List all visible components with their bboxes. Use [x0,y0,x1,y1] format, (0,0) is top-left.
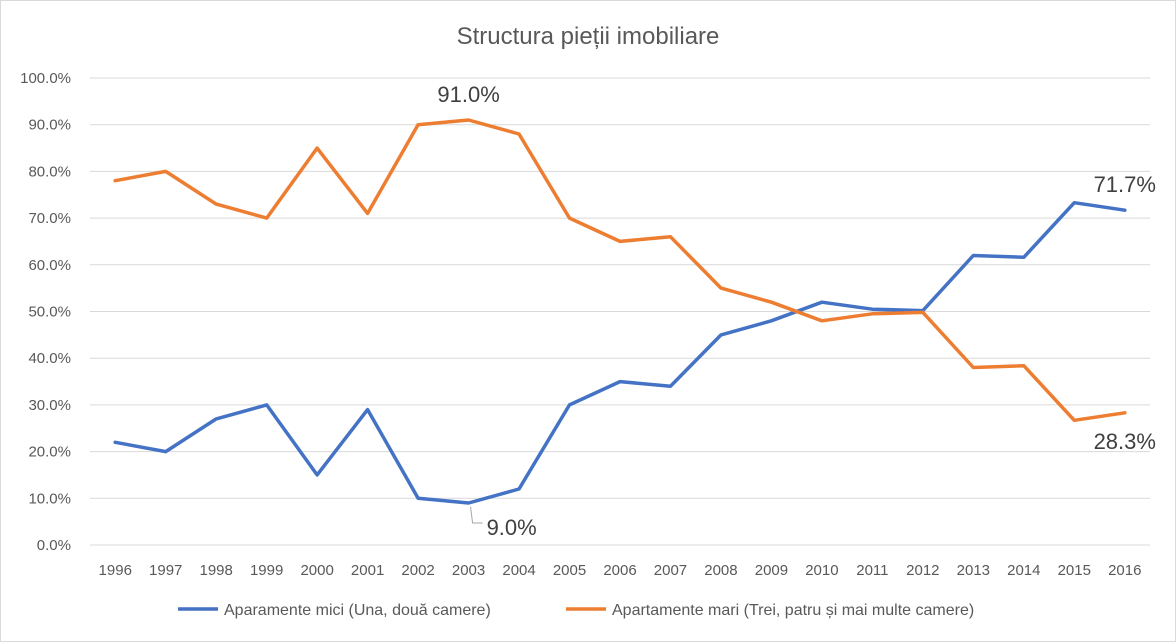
x-tick-label: 2015 [1058,562,1091,579]
data-label: 28.3% [1094,429,1156,454]
series-lines [113,118,1127,505]
x-tick-label: 2016 [1108,562,1141,579]
data-annotations: 91.0% 9.0% 71.7% 28.3% [437,82,1156,540]
data-label: 91.0% [437,82,499,107]
annotation-leader-line [470,506,483,524]
x-tick-label: 2008 [704,562,737,579]
series-line-0 [113,200,1127,505]
x-tick-label: 2001 [351,562,384,579]
legend-label: Aparamente mici (Una, două camere) [224,602,491,619]
y-tick-label: 60.0% [28,257,71,274]
data-label: 71.7% [1094,172,1156,197]
y-tick-label: 70.0% [28,210,71,227]
y-tick-label: 100.0% [20,70,71,87]
y-tick-label: 80.0% [28,163,71,180]
x-tick-label: 2013 [957,562,990,579]
x-axis-ticks: 1996 1997 1998 1999 2000 2001 2002 2003 2004 2005… [99,562,1142,579]
x-tick-label: 2007 [654,562,687,579]
x-tick-label: 1997 [149,562,182,579]
x-tick-label: 2006 [603,562,636,579]
x-tick-label: 2014 [1007,562,1040,579]
y-tick-label: 30.0% [28,397,71,414]
y-tick-label: 40.0% [28,350,71,367]
legend-label: Apartamente mari (Trei, patru și mai mul… [612,602,974,619]
y-tick-label: 10.0% [28,490,71,507]
x-tick-label: 2002 [401,562,434,579]
legend: Aparamente mici (Una, două camere) Aparta… [178,602,974,619]
data-label: 9.0% [487,515,537,540]
x-tick-label: 1996 [99,562,132,579]
x-tick-label: 2000 [300,562,333,579]
series-line-1 [113,118,1127,423]
gridlines [90,77,1150,546]
x-tick-label: 1999 [250,562,283,579]
x-tick-label: 2010 [805,562,838,579]
x-tick-label: 2003 [452,562,485,579]
x-tick-label: 2012 [906,562,939,579]
chart-title: Structura pieții imobiliare [457,23,720,50]
y-tick-label: 90.0% [28,117,71,134]
y-tick-label: 50.0% [28,304,71,321]
y-axis-ticks: 0.0% 10.0% 20.0% 30.0% 40.0% 50.0% 60.0% 70.0% 8… [20,70,71,554]
y-tick-label: 0.0% [37,537,71,554]
x-tick-label: 1998 [200,562,233,579]
x-tick-label: 2004 [502,562,535,579]
x-tick-label: 2011 [856,562,888,579]
annotation-leaders [470,506,483,524]
x-tick-label: 2009 [755,562,788,579]
x-tick-label: 2005 [553,562,586,579]
y-tick-label: 20.0% [28,444,71,461]
